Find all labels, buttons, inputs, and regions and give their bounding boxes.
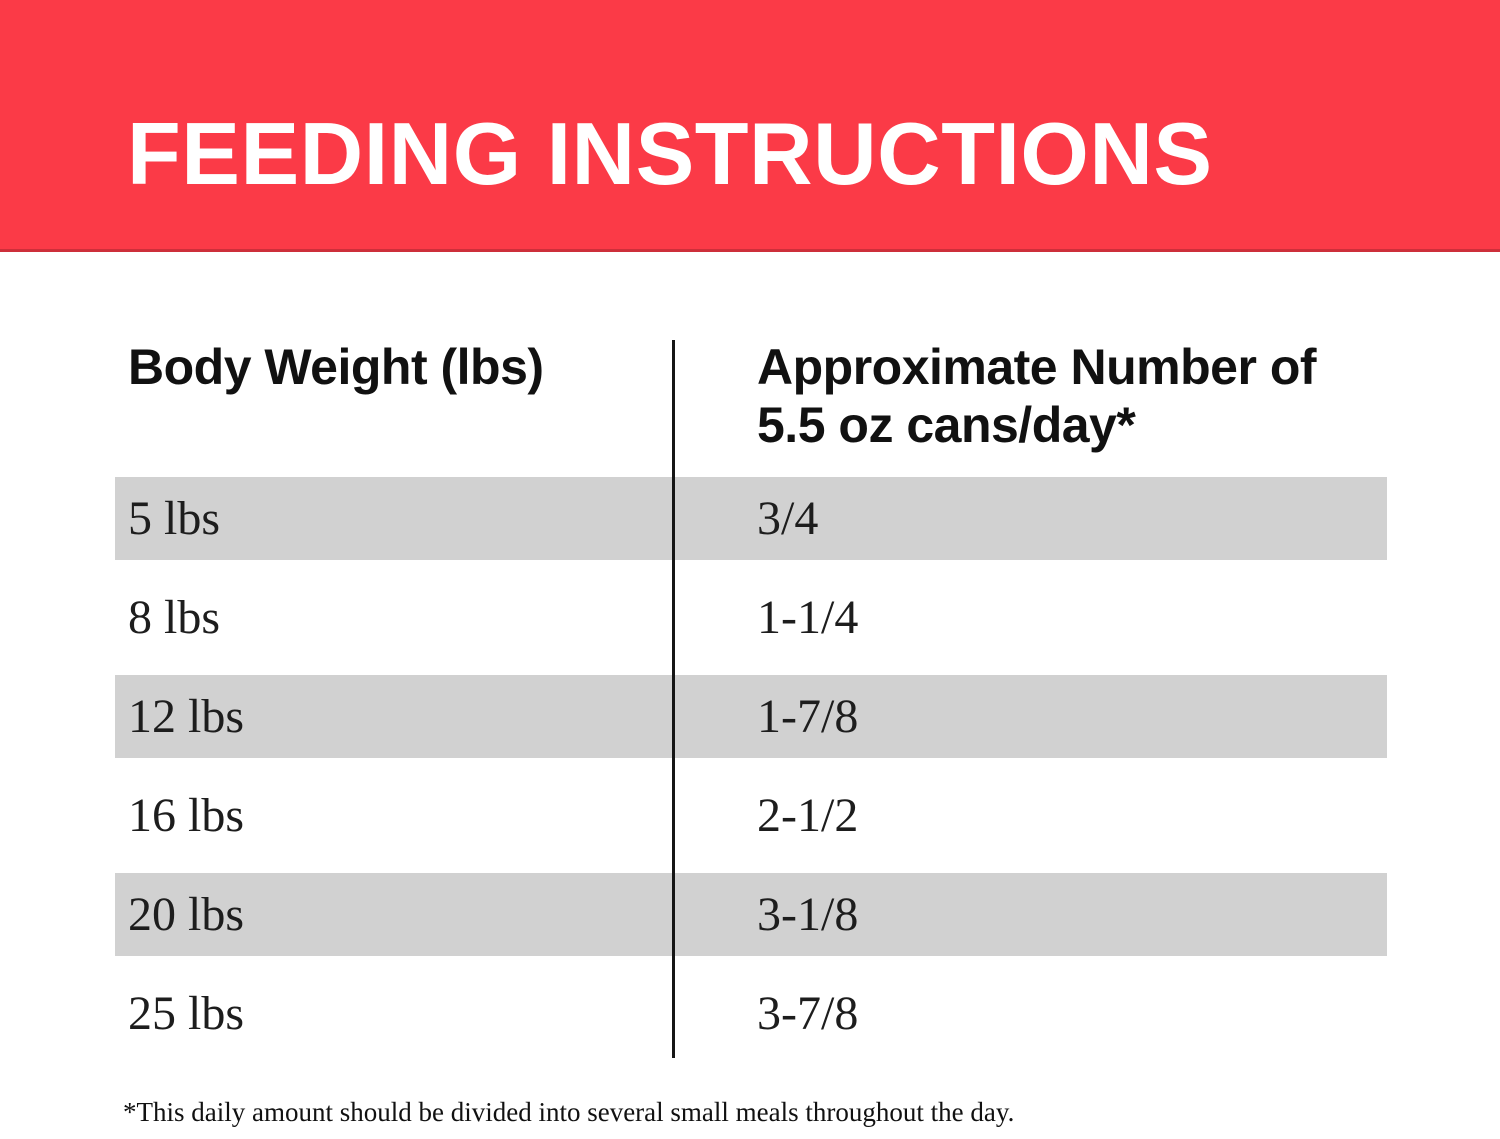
feeding-table: Body Weight (lbs) Approximate Number of … — [115, 338, 1387, 1071]
cell-body-weight: 20 lbs — [128, 887, 245, 941]
cell-cans-per-day: 3-1/8 — [757, 887, 859, 941]
cell-body-weight: 8 lbs — [128, 590, 221, 644]
table-row: 20 lbs 3-1/8 — [115, 873, 1387, 956]
table-row: 12 lbs 1-7/8 — [115, 675, 1387, 758]
table-row: 16 lbs 2-1/2 — [115, 774, 1387, 857]
cell-body-weight: 5 lbs — [128, 491, 221, 545]
cell-body-weight: 12 lbs — [128, 689, 245, 743]
cell-body-weight: 16 lbs — [128, 788, 245, 842]
cell-cans-per-day: 1-7/8 — [757, 689, 859, 743]
table-row: 25 lbs 3-7/8 — [115, 972, 1387, 1055]
page-title: FEEDING INSTRUCTIONS — [127, 104, 1213, 203]
table-row: 8 lbs 1-1/4 — [115, 576, 1387, 659]
cell-cans-per-day: 3/4 — [757, 491, 819, 545]
table-row: 5 lbs 3/4 — [115, 477, 1387, 560]
table-header-row: Body Weight (lbs) Approximate Number of … — [115, 338, 1387, 477]
column-header-cans-per-day: Approximate Number of 5.5 oz cans/day* — [757, 339, 1317, 453]
cell-cans-per-day: 1-1/4 — [757, 590, 859, 644]
column-header-body-weight: Body Weight (lbs) — [128, 339, 544, 395]
cell-body-weight: 25 lbs — [128, 986, 245, 1040]
column-divider-line — [672, 340, 675, 1058]
footnote: *This daily amount should be divided int… — [123, 1097, 1015, 1127]
header-banner: FEEDING INSTRUCTIONS — [0, 0, 1500, 252]
cell-cans-per-day: 3-7/8 — [757, 986, 859, 1040]
cell-cans-per-day: 2-1/2 — [757, 788, 859, 842]
